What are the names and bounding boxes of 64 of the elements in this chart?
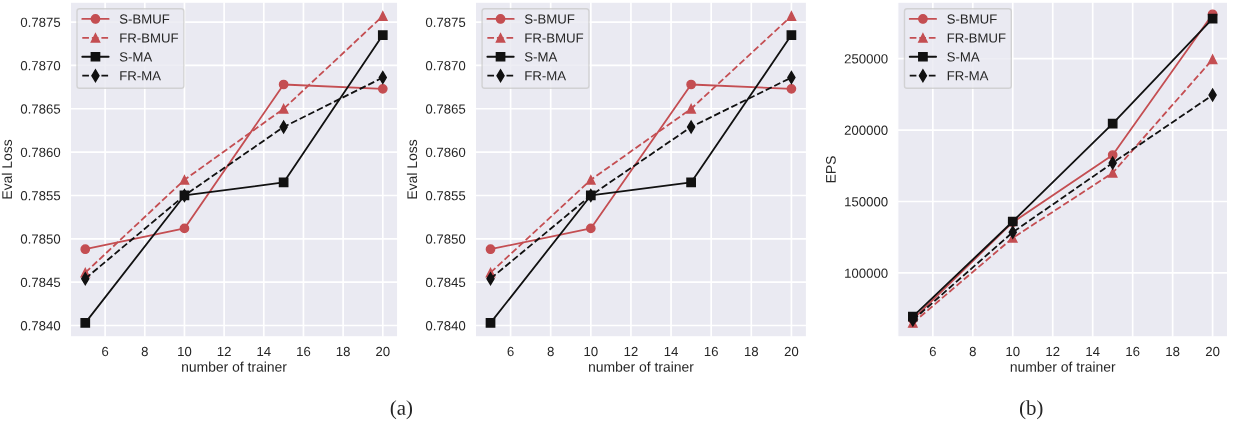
x-tick-label: 8 xyxy=(141,346,148,357)
y-tick-label: 0.7860 xyxy=(20,147,61,158)
x-tick-label: 6 xyxy=(102,346,109,357)
x-tick-label: 10 xyxy=(584,346,598,357)
y-tick-label: 0.7875 xyxy=(425,17,466,27)
x-tick-label: 10 xyxy=(178,346,192,357)
x-tick-label: 8 xyxy=(547,346,554,357)
legend-label: FR-BMUF xyxy=(947,33,1006,43)
y-tick-label: 150000 xyxy=(845,197,888,207)
legend-label: S-BMUF xyxy=(524,14,575,24)
x-axis-title: number of trainer xyxy=(589,361,694,372)
y-tick-label: 0.7855 xyxy=(20,191,61,201)
y-tick-label: 0.7840 xyxy=(425,321,466,331)
x-tick-label: 14 xyxy=(257,346,271,357)
legend-label: S-BMUF xyxy=(947,14,997,24)
x-tick-label: 8 xyxy=(969,346,976,357)
y-tick-label: 0.7855 xyxy=(425,191,466,201)
y-tick-label: 0.7850 xyxy=(20,234,61,244)
x-tick-label: 6 xyxy=(929,346,936,357)
x-tick-label: 16 xyxy=(297,346,311,357)
x-tick-label: 18 xyxy=(1166,346,1180,357)
y-tick-label: 0.7865 xyxy=(425,104,466,114)
text: (b) xyxy=(1019,400,1043,420)
x-tick-label: 12 xyxy=(624,346,638,357)
legend-label: S-BMUF xyxy=(119,14,170,24)
y-tick-label: 0.7865 xyxy=(20,104,61,114)
legend-label: FR-MA xyxy=(120,71,161,81)
x-tick-label: 20 xyxy=(1205,346,1220,357)
text: (a) xyxy=(390,400,413,420)
x-axis-title: number of trainer xyxy=(1010,361,1116,372)
legend-label: FR-BMUF xyxy=(120,33,179,43)
x-tick-label: 18 xyxy=(336,346,350,357)
y-tick-label: 0.7845 xyxy=(20,277,61,288)
legend-label: S-MA xyxy=(119,52,153,62)
y-tick-label: 0.7845 xyxy=(425,277,466,288)
legend-label: FR-MA xyxy=(525,71,567,81)
x-tick-label: 16 xyxy=(1126,346,1140,357)
x-tick-label: 14 xyxy=(1086,346,1100,357)
y-axis-title: EPS xyxy=(825,156,836,183)
x-tick-label: 20 xyxy=(784,346,799,357)
y-tick-label: 250000 xyxy=(844,54,888,64)
x-tick-label: 10 xyxy=(1006,346,1020,357)
y-tick-label: 0.7870 xyxy=(425,61,466,71)
y-tick-label: 0.7875 xyxy=(20,17,61,27)
legend-label: FR-BMUF xyxy=(525,33,584,43)
x-tick-label: 14 xyxy=(664,346,679,357)
x-tick-label: 18 xyxy=(744,346,759,357)
y-tick-label: 200000 xyxy=(844,125,888,135)
x-tick-label: 12 xyxy=(217,346,231,357)
y-axis-title: Eval Loss xyxy=(406,139,418,199)
legend-label: S-MA xyxy=(524,52,558,62)
y-tick-label: 0.7850 xyxy=(425,234,466,244)
x-tick-label: 16 xyxy=(704,346,718,357)
y-tick-label: 100000 xyxy=(845,268,888,278)
y-tick-label: 0.7860 xyxy=(425,147,466,158)
y-tick-label: 0.7870 xyxy=(20,61,61,71)
legend-label: FR-MA xyxy=(947,71,989,81)
x-axis-title: number of trainer xyxy=(182,361,287,372)
x-tick-label: 12 xyxy=(1046,346,1060,357)
y-tick-label: 0.7840 xyxy=(20,321,61,331)
y-axis-title: Eval Loss xyxy=(1,139,13,199)
legend-label: S-MA xyxy=(947,52,980,62)
x-tick-label: 20 xyxy=(376,346,390,357)
x-tick-label: 6 xyxy=(507,346,514,357)
